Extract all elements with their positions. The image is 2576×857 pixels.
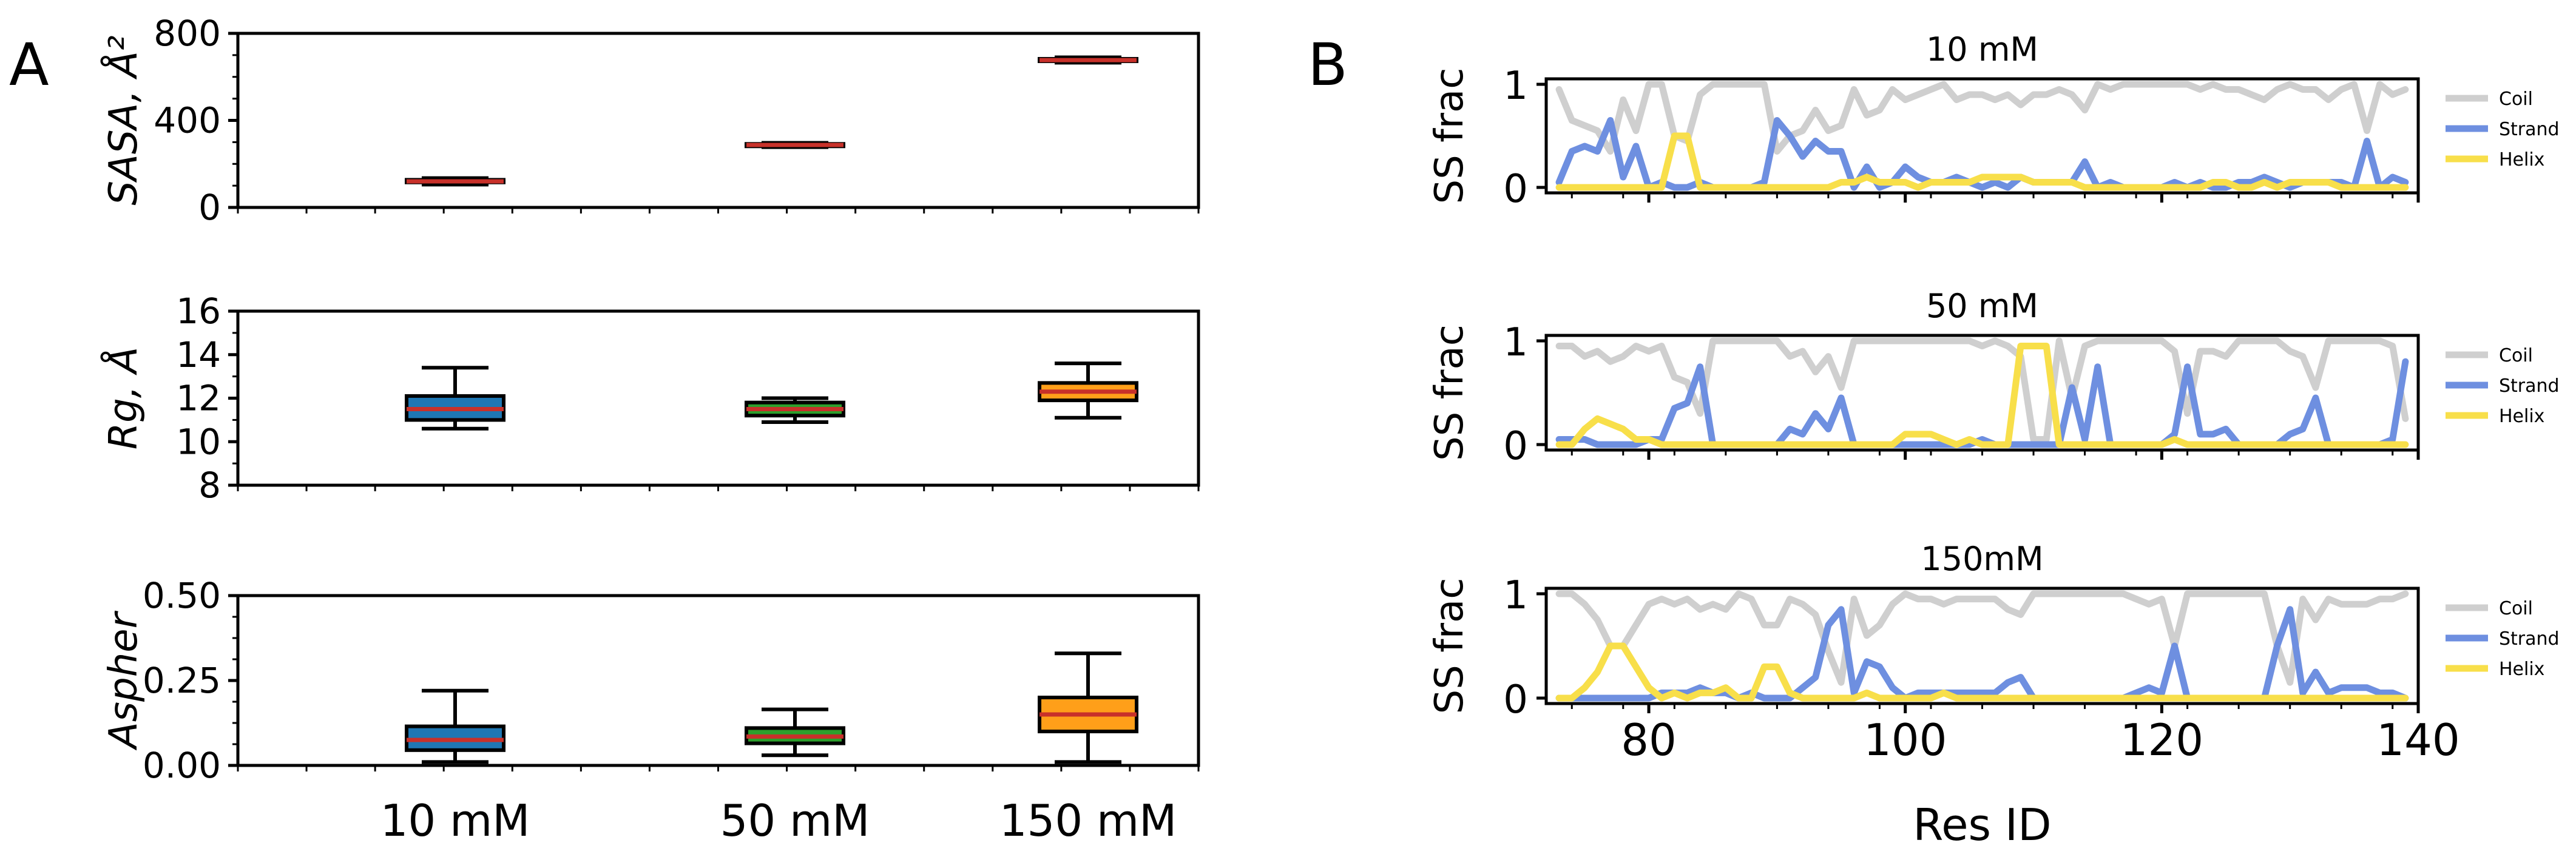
box-1 [745,141,845,149]
plot-frame [236,309,1200,487]
y-tick-label: 8 [198,465,221,506]
box-2 [1038,55,1138,65]
panel-label-b: B [1308,31,1348,99]
x-category-label: 10 mM [380,795,530,846]
legend-label: Coil [2499,89,2533,110]
x-tick-label: 100 [1864,714,1947,765]
legend-label: Coil [2499,598,2533,619]
box-2 [1038,651,1138,764]
chart-title: 10 mM [1926,30,2038,69]
y-tick-label: 14 [176,334,221,375]
y-tick-label: 0 [1503,424,1528,469]
box-2 [1038,361,1138,420]
x-category-label: 50 mM [720,795,870,846]
legend-label: Coil [2499,345,2533,366]
y-tick-label: 10 [176,421,221,462]
panel-label-a: A [9,31,49,99]
legend-label: Helix [2499,149,2544,170]
y-axis-label: SS frac [1427,324,1472,461]
series-line-helix [1555,132,2409,191]
box-1 [745,707,845,758]
y-axis-label: SS frac [1427,68,1472,204]
chart-title: 50 mM [1926,287,2038,325]
series-line-strand [1555,358,2409,448]
y-axis-label: Rg, Å [100,347,146,450]
series-line-coil [1555,337,2409,443]
y-tick-label: 1 [1503,320,1528,365]
lineplot-ss150: 150mM 0 1 SS frac 80 100 120 140 Res ID Coil Stran… [1427,540,2560,850]
series-line-helix [1555,642,2409,702]
legend-label: Helix [2499,406,2544,427]
x-tick-label: 80 [1621,714,1677,765]
box-0 [405,688,505,764]
x-tick-label: 140 [2376,714,2459,765]
y-tick-label: 0.50 [143,575,221,616]
x-axis-label: Res ID [1913,799,2051,850]
chart-title: 150mM [1921,540,2043,578]
series-line-coil [1555,81,2409,155]
y-tick-label: 0.00 [143,745,221,786]
series-line-helix [1555,343,2409,448]
y-tick-label: 0 [1503,677,1528,722]
y-tick-label: 1 [1503,573,1528,618]
y-tick-label: 0.25 [143,660,221,701]
y-axis-label: Aspher [101,610,146,751]
y-tick-label: 1 [1503,64,1528,109]
box-0 [405,366,505,431]
plot-frame [236,594,1200,767]
y-tick-label: 400 [154,100,221,141]
legend-label: Strand [2499,119,2560,140]
y-tick-label: 0 [198,187,221,228]
x-category-label: 150 mM [999,795,1177,846]
plot-frame [236,32,1200,209]
legend-label: Strand [2499,375,2560,397]
y-tick-label: 12 [176,378,221,419]
legend-label: Helix [2499,659,2544,680]
box-0 [405,176,505,187]
lineplot-ss50: 50 mM 0 1 SS frac Coil Strand Helix [1427,287,2560,469]
y-axis-label: SASA, Å² [100,35,146,205]
series-line-strand [1555,606,2409,702]
x-tick-label: 120 [2120,714,2203,765]
y-tick-label: 800 [154,13,221,54]
y-tick-label: 0 [1503,167,1528,212]
lineplot-ss10: 10 mM 0 1 SS frac Coil Strand Helix [1427,30,2560,212]
y-tick-label: 16 [176,291,221,332]
y-axis-label: SS frac [1427,578,1472,714]
box-1 [745,396,845,424]
legend-label: Strand [2499,628,2560,650]
series-line-coil [1555,590,2409,686]
